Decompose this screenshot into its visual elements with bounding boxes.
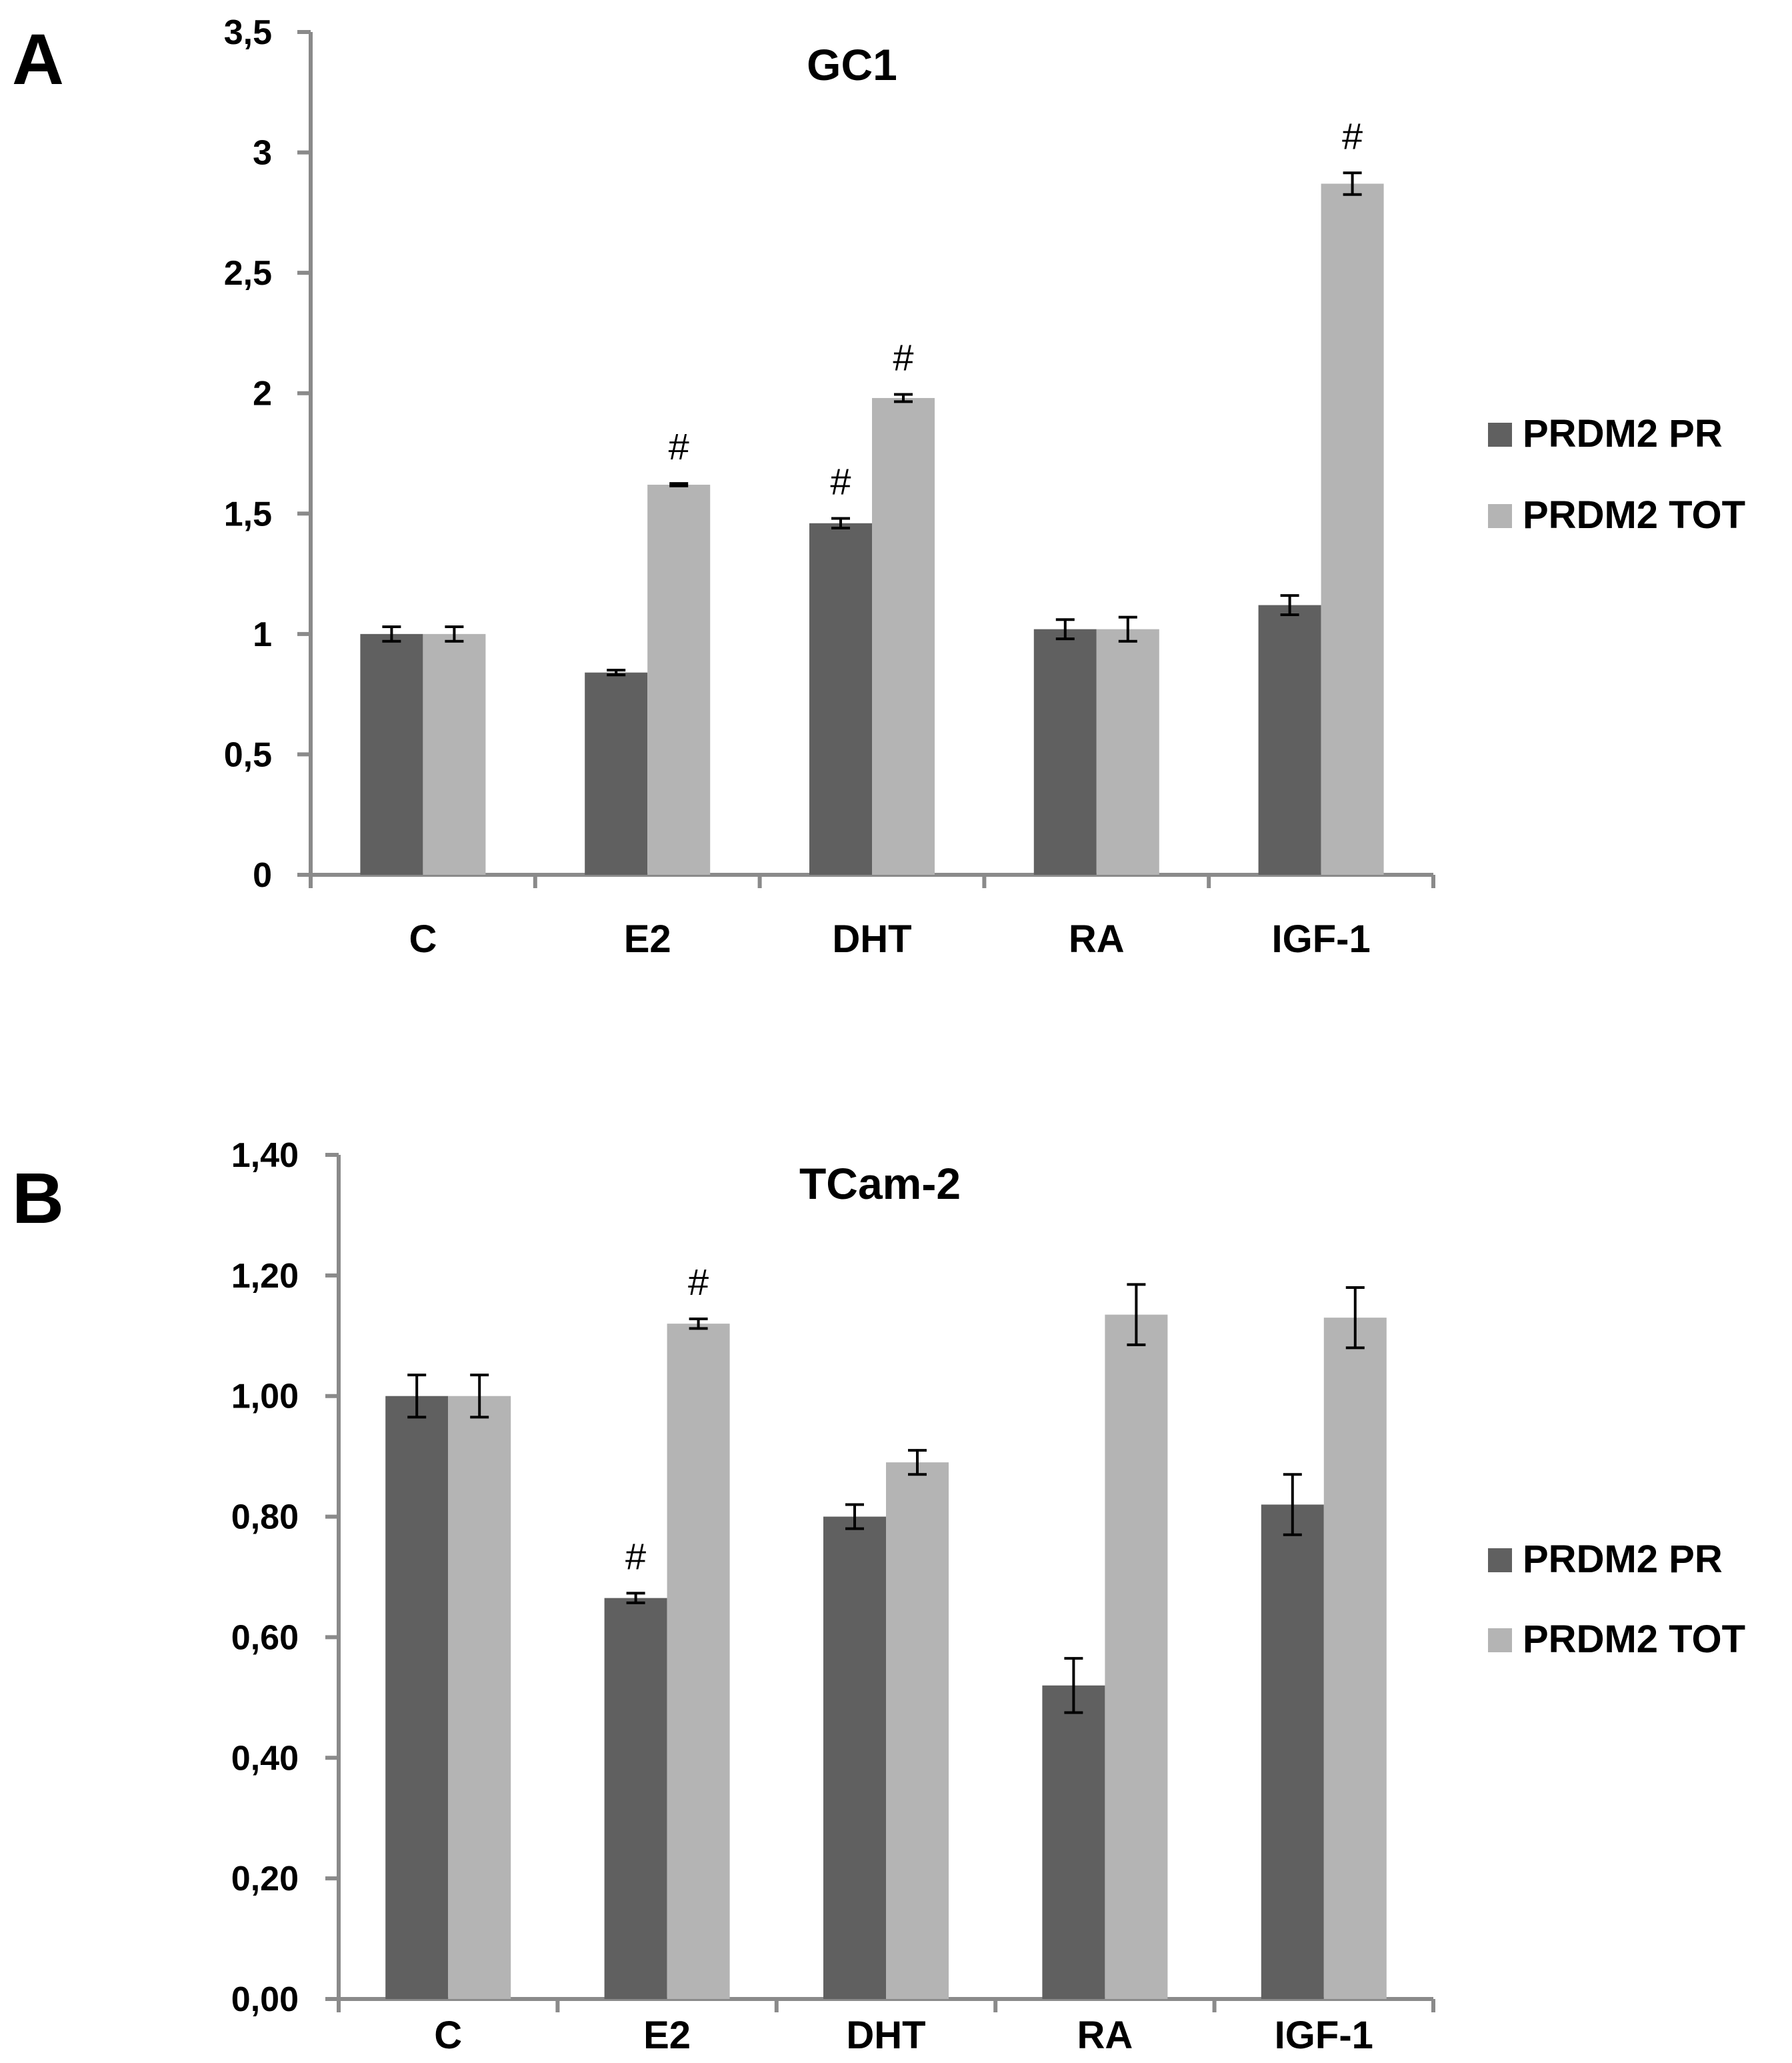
y-tick-label: 1 [253,615,272,654]
chart-panel-b: B TCam-2 0,00 0,20 0,40 0,60 0,80 1,00 1,20 1,40 C… [12,1136,1745,2057]
y-tick-label: 0,40 [231,1739,299,1778]
y-tick-label: 0,60 [231,1618,299,1657]
y-tick-label: 3,5 [224,13,272,52]
bar [872,397,935,875]
y-tick-label: 0,80 [231,1498,299,1537]
bar [585,672,648,875]
bar [1042,1685,1105,1999]
x-category-label: IGF-1 [1275,2014,1373,2057]
x-category-label: RA [1069,917,1125,961]
x-category-label: RA [1077,2014,1133,2057]
y-tick-label: 0 [253,856,272,895]
legend-label: PRDM2 PR [1523,412,1723,455]
x-category-label: C [434,2014,462,2057]
chart-title: TCam-2 [799,1159,961,1208]
significance-mark: # [893,337,913,379]
bar [1105,1314,1168,1999]
significance-mark: # [1342,115,1363,157]
y-tick-label: 0,00 [231,1980,299,2019]
bar [1033,629,1097,875]
legend-swatch [1488,1628,1512,1652]
legend-label: PRDM2 TOT [1523,493,1745,537]
bar [1261,1504,1324,1999]
y-tick-label: 1,5 [224,495,272,533]
bar [1321,183,1384,875]
bar [1096,629,1159,875]
bar [604,1598,667,1999]
y-tick-label: 1,40 [231,1136,299,1175]
bar [667,1324,730,1999]
bar [1323,1318,1387,1999]
y-tick-label: 1,20 [231,1257,299,1296]
x-category-label: DHT [846,2014,925,2057]
significance-mark: # [688,1261,709,1303]
bar [647,484,711,875]
significance-mark: # [669,425,689,467]
legend-label: PRDM2 PR [1523,1538,1723,1581]
bar [886,1462,949,1999]
bar [448,1396,511,1999]
legend-swatch [1488,423,1512,447]
y-tick-label: 3 [253,134,272,173]
y-tick-label: 1,00 [231,1378,299,1416]
bar [823,1516,886,1999]
y-tick-label: 2 [253,375,272,413]
y-tick-label: 0,5 [224,735,272,774]
legend-swatch [1488,1548,1512,1572]
x-category-label: E2 [643,2014,691,2057]
y-tick-label: 2,5 [224,254,272,293]
bar [360,633,423,875]
panel-label: A [12,19,64,99]
panel-label: B [12,1158,64,1238]
y-tick-label: 0,20 [231,1860,299,1898]
bar [385,1396,449,1999]
bar [809,523,872,875]
legend-label: PRDM2 TOT [1523,1618,1745,1661]
chart-title: GC1 [807,40,897,89]
bar [1258,605,1321,875]
significance-mark: # [830,461,851,503]
bar [423,633,486,875]
x-category-label: DHT [832,917,911,961]
significance-mark: # [625,1535,646,1577]
x-category-label: IGF-1 [1271,917,1370,961]
x-category-label: C [409,917,437,961]
x-category-label: E2 [624,917,671,961]
chart-panel-a: A GC1 0 0,5 1 1,5 2 2,5 3 3,5 C E2 DHT RA IGF-1 # # # # PRD… [12,13,1745,961]
legend-swatch [1488,504,1512,528]
